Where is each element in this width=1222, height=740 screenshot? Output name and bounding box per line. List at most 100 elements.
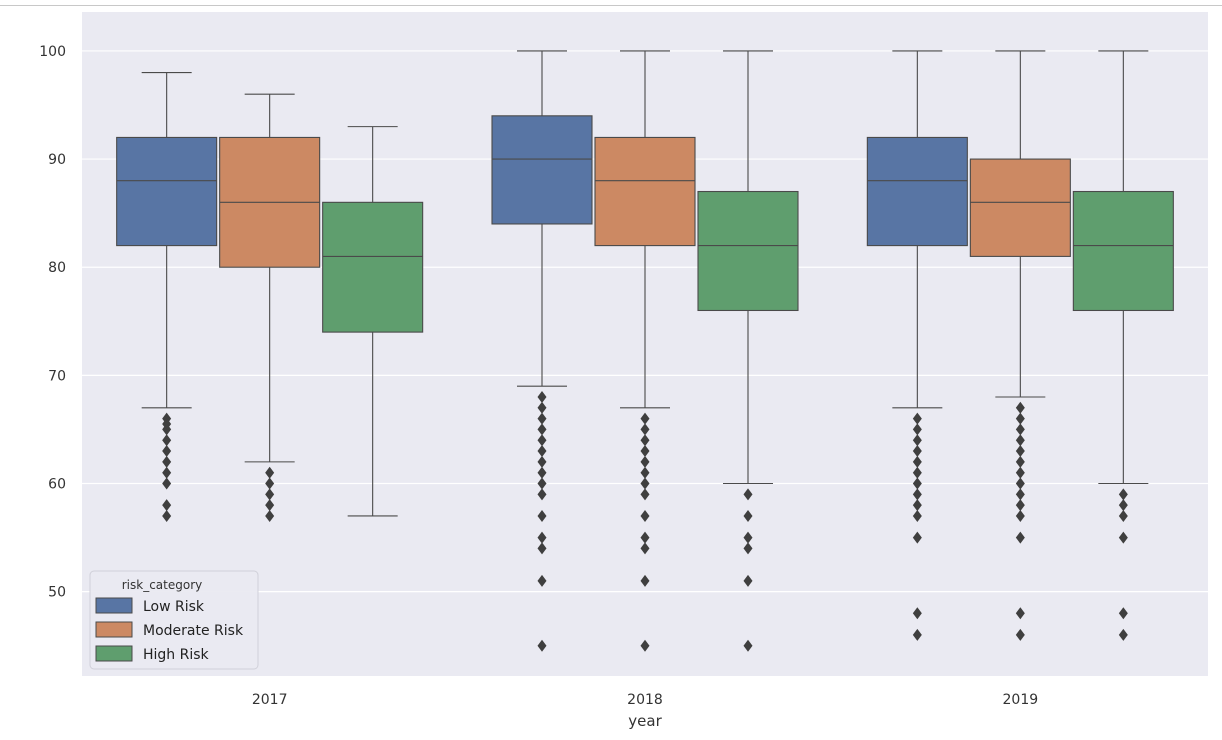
outlier-point — [537, 466, 547, 479]
box-high-risk-2019 — [1072, 50, 1174, 641]
outlier-point — [912, 423, 922, 436]
outlier-point — [912, 488, 922, 501]
box-body — [866, 136, 968, 247]
outlier-point — [162, 455, 172, 468]
outlier-point — [640, 488, 650, 501]
outlier-point — [912, 434, 922, 447]
outlier-point — [537, 509, 547, 522]
outlier-point — [162, 466, 172, 479]
outlier-point — [265, 466, 275, 479]
outlier-point — [1118, 499, 1128, 512]
outlier-point — [640, 434, 650, 447]
outlier-point — [1118, 607, 1128, 620]
outlier-point — [1015, 488, 1025, 501]
box-moderate-risk-2017 — [219, 93, 321, 522]
outlier-point — [912, 445, 922, 458]
outlier-point — [1015, 607, 1025, 620]
outlier-point — [1118, 509, 1128, 522]
outlier-point — [912, 509, 922, 522]
box-low-risk-2019 — [866, 50, 968, 641]
outlier-point — [743, 488, 753, 501]
outlier-point — [537, 412, 547, 425]
y-tick-label: 100 — [39, 44, 66, 60]
x-axis-label: year — [628, 712, 662, 730]
box-body — [697, 190, 799, 312]
outlier-point — [912, 628, 922, 641]
y-tick-label: 70 — [48, 368, 66, 384]
x-tick-label: 2017 — [252, 692, 288, 708]
outlier-point — [1118, 488, 1128, 501]
outlier-point — [1015, 477, 1025, 490]
outlier-point — [162, 423, 172, 436]
outlier-point — [640, 477, 650, 490]
legend-title: risk_category — [122, 578, 203, 592]
box-moderate-risk-2018 — [594, 50, 696, 652]
outlier-point — [537, 488, 547, 501]
outlier-point — [1015, 445, 1025, 458]
outlier-point — [1015, 401, 1025, 414]
outlier-point — [640, 445, 650, 458]
outlier-point — [162, 477, 172, 490]
outlier-point — [265, 509, 275, 522]
legend-swatch — [95, 621, 133, 638]
box-body — [116, 136, 218, 247]
outlier-point — [912, 477, 922, 490]
outlier-point — [1118, 531, 1128, 544]
outlier-point — [265, 488, 275, 501]
outlier-point — [1015, 455, 1025, 468]
outlier-point — [265, 477, 275, 490]
outlier-point — [743, 542, 753, 555]
outlier-point — [537, 423, 547, 436]
legend-swatch — [95, 597, 133, 614]
y-tick-label: 80 — [48, 260, 66, 276]
box-body — [969, 158, 1071, 257]
outlier-point — [1015, 412, 1025, 425]
box-high-risk-2018 — [697, 50, 799, 652]
outlier-point — [912, 455, 922, 468]
outlier-point — [162, 445, 172, 458]
legend-label: Low Risk — [143, 599, 205, 615]
y-tick-label: 60 — [48, 477, 66, 493]
outlier-point — [640, 509, 650, 522]
y-tick-label: 50 — [48, 585, 66, 601]
outlier-point — [640, 531, 650, 544]
box-low-risk-2017 — [116, 72, 218, 522]
outlier-point — [743, 509, 753, 522]
box-body — [594, 136, 696, 247]
outlier-point — [537, 434, 547, 447]
outlier-point — [537, 574, 547, 587]
outlier-point — [537, 401, 547, 414]
x-tick-label: 2018 — [627, 692, 663, 708]
outlier-point — [743, 639, 753, 652]
legend-swatch — [95, 645, 133, 662]
outlier-point — [1015, 423, 1025, 436]
box-low-risk-2018 — [491, 50, 593, 652]
outlier-point — [640, 639, 650, 652]
y-tick-label: 90 — [48, 152, 66, 168]
box-body — [491, 115, 593, 225]
box-high-risk-2017 — [322, 126, 424, 517]
outlier-point — [1118, 628, 1128, 641]
outlier-point — [1015, 628, 1025, 641]
outlier-point — [912, 607, 922, 620]
outlier-point — [162, 509, 172, 522]
outlier-point — [912, 412, 922, 425]
outlier-point — [912, 531, 922, 544]
outlier-point — [640, 542, 650, 555]
outlier-point — [162, 499, 172, 512]
box-moderate-risk-2019 — [969, 50, 1071, 641]
outlier-point — [265, 499, 275, 512]
outlier-point — [1015, 434, 1025, 447]
outlier-point — [1015, 499, 1025, 512]
box-body — [322, 201, 424, 333]
outlier-point — [537, 455, 547, 468]
outlier-point — [537, 477, 547, 490]
outlier-point — [537, 542, 547, 555]
legend: risk_category Low Risk Moderate Risk High R… — [89, 570, 259, 670]
outlier-point — [640, 412, 650, 425]
outlier-point — [537, 531, 547, 544]
legend-label: High Risk — [143, 647, 210, 663]
legend-label: Moderate Risk — [143, 623, 244, 639]
legend-frame — [89, 570, 259, 670]
